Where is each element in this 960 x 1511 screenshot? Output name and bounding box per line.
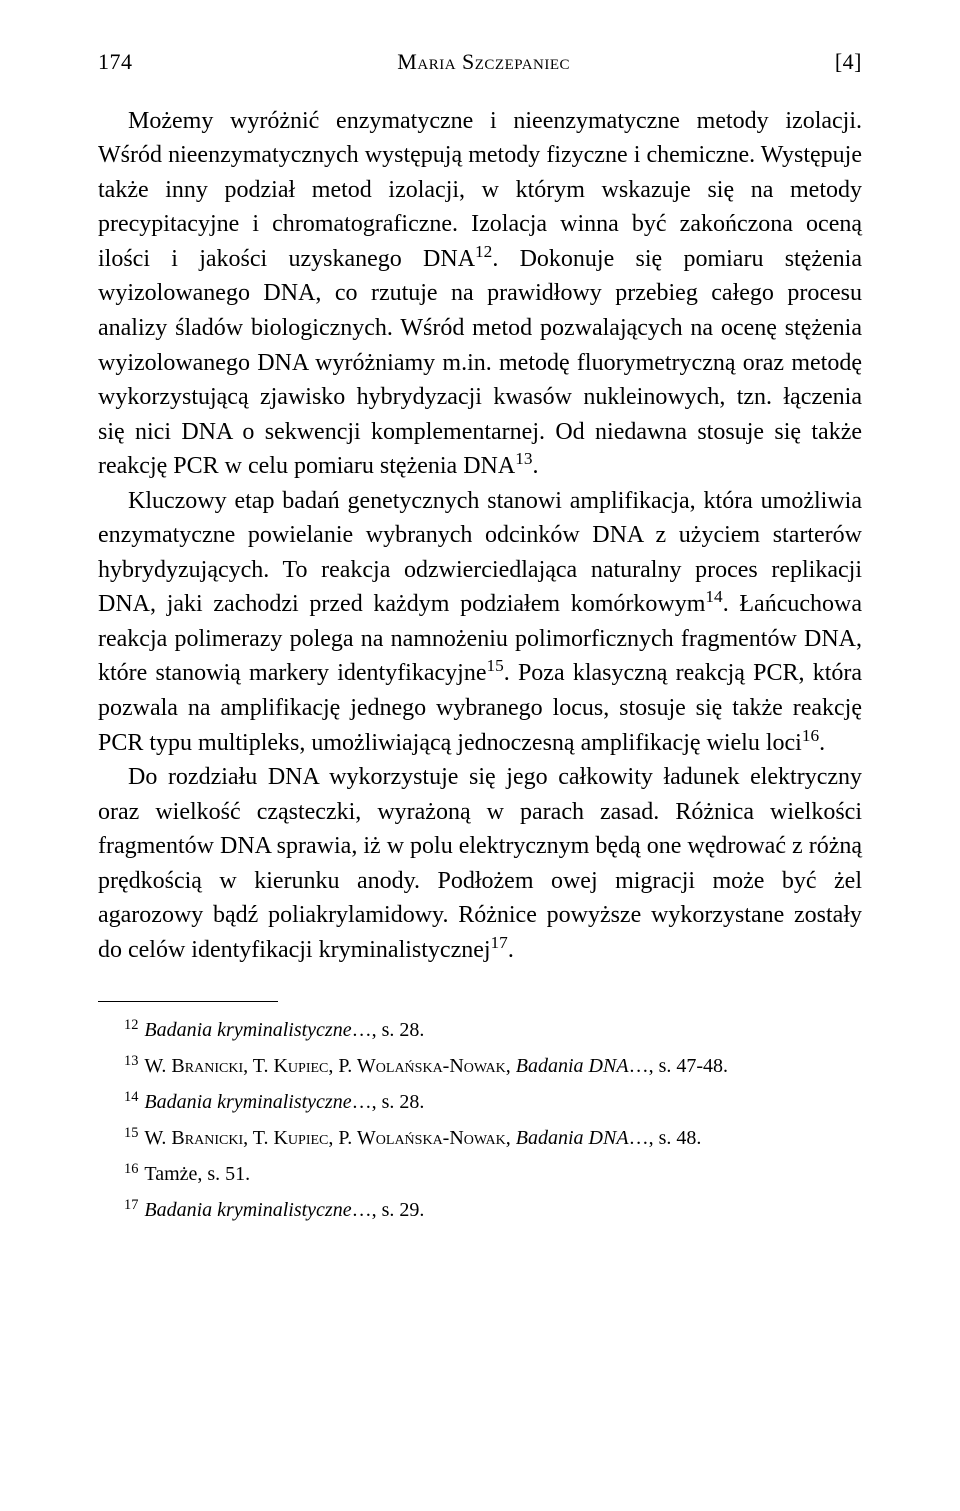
footnote-number: 16: [124, 1161, 138, 1177]
paragraph-3: Do rozdziału DNA wykorzystuje się jego c…: [98, 760, 862, 967]
footnote-number: 15: [124, 1125, 138, 1141]
footnote-suffix: …, s. 48.: [629, 1127, 702, 1149]
footnote-number: 17: [124, 1197, 138, 1213]
body-text: Możemy wyróżnić enzymatyczne i nieenzyma…: [98, 104, 862, 968]
paragraph-2: Kluczowy etap badań genetycznych stanowi…: [98, 484, 862, 760]
footnote-number: 14: [124, 1089, 138, 1105]
footnote-14: 14 Badania kryminalistyczne…, s. 28.: [98, 1084, 862, 1120]
footnotes: 12Badania kryminalistyczne…, s. 28. 13W.…: [98, 1012, 862, 1228]
page-number: 174: [98, 46, 133, 78]
footnote-suffix: …, s. 29.: [352, 1199, 425, 1221]
footnote-suffix: …, s. 28.: [352, 1091, 425, 1113]
footnote-15: 15 W. Branicki, T. Kupiec, P. Wolańska-No…: [98, 1120, 862, 1156]
footnote-ref-13: 13: [515, 449, 532, 468]
footnote-title: Badania DNA: [516, 1127, 629, 1149]
footnote-text: Tamże, s. 51.: [144, 1163, 250, 1185]
footnote-13: 13 W. Branicki, T. Kupiec, P. Wolańska-No…: [98, 1048, 862, 1084]
footnote-ref-17: 17: [491, 933, 508, 952]
footnote-title: Badania DNA: [516, 1055, 629, 1077]
footnote-ref-16: 16: [802, 726, 819, 745]
running-header: 174 Maria Szczepaniec [4]: [98, 46, 862, 78]
footnote-number: 12: [124, 1017, 138, 1033]
text-run: .: [508, 937, 514, 963]
footnote-ref-14: 14: [705, 587, 722, 606]
footnote-authors: W. Branicki, T. Kupiec, P. Wolańska-Nowa…: [144, 1127, 515, 1149]
page: 174 Maria Szczepaniec [4] Możemy wyróżni…: [0, 0, 960, 1511]
footnote-17: 17 Badania kryminalistyczne…, s. 29.: [98, 1192, 862, 1228]
footnote-suffix: …, s. 47-48.: [629, 1055, 728, 1077]
text-run: .: [819, 730, 825, 756]
text-run: . Dokonuje się pomiaru stężenia wyizolow…: [98, 246, 862, 479]
footnote-ref-12: 12: [475, 242, 492, 261]
footnote-authors: W. Branicki, T. Kupiec, P. Wolańska-Nowa…: [144, 1055, 515, 1077]
section-bracket: [4]: [835, 46, 862, 78]
footnote-12: 12 Badania kryminalistyczne…, s. 28.: [98, 1012, 862, 1048]
footnote-suffix: …, s. 28.: [352, 1019, 425, 1041]
text-run: Do rozdziału DNA wykorzystuje się jego c…: [98, 764, 862, 963]
footnote-ref-15: 15: [486, 656, 503, 675]
paragraph-1: Możemy wyróżnić enzymatyczne i nieenzyma…: [98, 104, 862, 484]
footnote-separator: [98, 1001, 278, 1002]
footnote-title: Badania kryminalistyczne: [144, 1019, 351, 1041]
text-run: .: [532, 453, 538, 479]
footnote-title: Badania kryminalistyczne: [144, 1199, 351, 1221]
footnote-16: 16 Tamże, s. 51.: [98, 1156, 862, 1192]
footnote-title: Badania kryminalistyczne: [144, 1091, 351, 1113]
footnote-number: 13: [124, 1053, 138, 1069]
running-author: Maria Szczepaniec: [397, 46, 570, 78]
